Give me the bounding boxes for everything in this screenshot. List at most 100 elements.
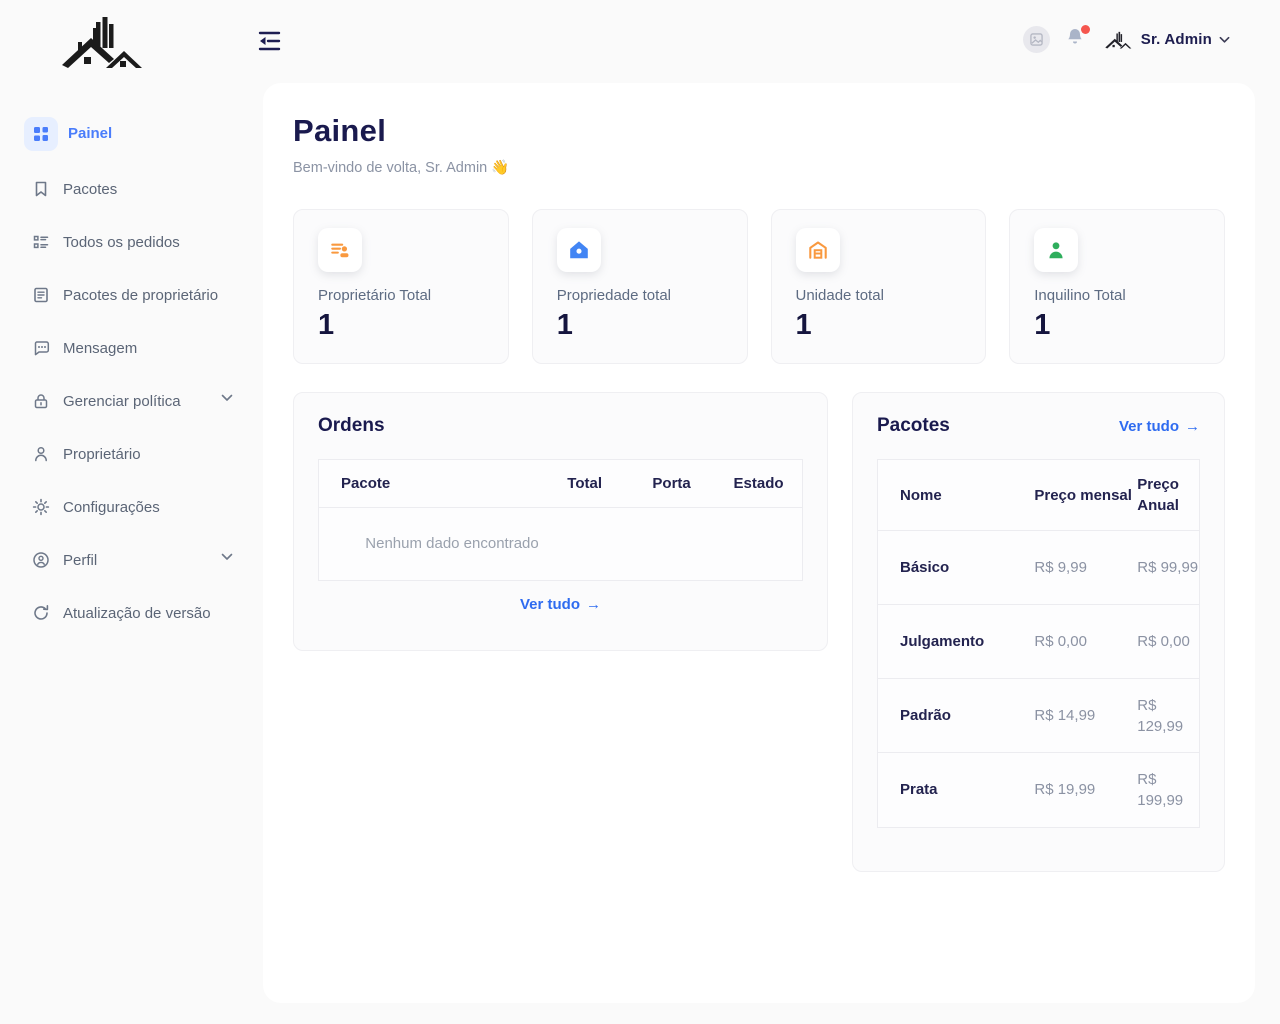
menu-fold-icon — [258, 31, 281, 51]
chevron-down-icon — [1219, 36, 1230, 43]
sidebar-item-label: Pacotes — [63, 181, 118, 198]
chat-icon — [32, 339, 50, 357]
orders-empty-text: Nenhum dado encontrado — [365, 535, 539, 553]
company-logo[interactable] — [58, 12, 150, 72]
orders-col-pacote: Pacote — [341, 475, 391, 492]
packages-table: Nome Preço mensal Preço Anual Básico R$ … — [878, 460, 1199, 827]
package-monthly-price: R$ 9,99 — [1034, 559, 1087, 576]
stat-card-propriedade-total: Propriedade total 1 — [531, 209, 748, 364]
sidebar-item-pacotes[interactable]: Pacotes — [24, 173, 242, 207]
orders-header-row: Pacote Total Porta Estado — [319, 460, 802, 508]
user-name: Sr. Admin — [1140, 31, 1212, 48]
avatar-placeholder[interactable] — [1022, 26, 1050, 53]
unit-building-icon — [808, 241, 827, 259]
packages-panel: Pacotes Ver tudo → Nome Preço mensal Preç… — [852, 392, 1225, 872]
orders-view-all-link[interactable]: Ver tudo → — [519, 595, 601, 613]
stat-card-inquilino-total: Inquilino Total 1 — [1009, 209, 1225, 364]
package-row: Básico R$ 9,99 R$ 99,99 — [878, 530, 1199, 605]
sidebar-item-configuracoes[interactable]: Configurações — [24, 491, 242, 525]
package-name: Julgamento — [900, 633, 985, 650]
sidebar-item-label: Perfil — [63, 552, 98, 569]
image-icon — [1030, 33, 1043, 46]
packages-view-all-link[interactable]: Ver tudo → — [1118, 417, 1200, 435]
panels-row: Ordens Pacote Total Porta Estado — [293, 392, 1225, 872]
stat-card-unidade-total: Unidade total 1 — [770, 209, 987, 364]
stats-row: Proprietário Total 1 Propriedade total 1 — [293, 209, 1225, 364]
stat-label: Unidade total — [795, 287, 884, 304]
arrow-right-icon: → — [1185, 417, 1200, 435]
stat-card-proprietario-total: Proprietário Total 1 — [293, 209, 509, 364]
stat-value: 1 — [556, 309, 573, 341]
stat-label: Proprietário Total — [318, 287, 432, 304]
sidebar-item-label: Painel — [68, 124, 113, 142]
package-name: Prata — [900, 781, 938, 799]
refresh-icon — [32, 604, 50, 622]
user-avatar-logo-icon — [1105, 31, 1132, 48]
stat-icon-tile — [1034, 228, 1079, 272]
stat-value: 1 — [1034, 309, 1051, 341]
package-row: Julgamento R$ 0,00 R$ 0,00 — [878, 604, 1199, 679]
lock-icon — [32, 392, 50, 410]
stat-value: 1 — [318, 309, 335, 341]
page-title: Painel — [293, 113, 387, 148]
tenant-icon — [1049, 242, 1063, 259]
packages-header-row: Nome Preço mensal Preço Anual — [878, 460, 1199, 531]
sidebar-item-label: Todos os pedidos — [63, 234, 180, 251]
document-icon — [32, 286, 50, 304]
user-icon — [32, 445, 50, 463]
packages-title: Pacotes — [877, 415, 950, 436]
house-logo-icon — [62, 17, 142, 68]
orders-col-estado: Estado — [733, 475, 784, 492]
package-annual-price: R$ 129,99 — [1137, 696, 1184, 735]
orders-col-total: Total — [567, 475, 602, 492]
sidebar-item-atualizacao-de-versao[interactable]: Atualização de versão — [24, 597, 242, 631]
house-icon — [569, 241, 588, 259]
sidebar-collapse-button[interactable] — [256, 28, 282, 54]
bookmark-icon — [32, 180, 50, 198]
sidebar-item-todos-os-pedidos[interactable]: Todos os pedidos — [24, 226, 242, 260]
orders-col-porta: Porta — [652, 475, 691, 492]
owner-list-icon — [331, 243, 349, 258]
dashboard-icon — [24, 117, 58, 151]
sidebar-item-gerenciar-politica[interactable]: Gerenciar política — [24, 385, 242, 419]
packages-col-nome: Nome — [900, 486, 942, 504]
stat-value: 1 — [795, 309, 812, 341]
package-row: Prata R$ 19,99 R$ 199,99 — [878, 752, 1199, 827]
sidebar-item-pacotes-de-proprietario[interactable]: Pacotes de proprietário — [24, 279, 242, 313]
sidebar-item-mensagem[interactable]: Mensagem — [24, 332, 242, 366]
packages-col-preco-mensal: Preço mensal — [1034, 486, 1132, 504]
package-monthly-price: R$ 19,99 — [1034, 781, 1096, 799]
stat-icon-tile — [795, 228, 840, 272]
stat-icon-tile — [318, 228, 362, 272]
sidebar-item-label: Proprietário — [63, 446, 141, 463]
sidebar-item-painel[interactable]: Painel — [24, 114, 242, 154]
sidebar-item-perfil[interactable]: Perfil — [24, 544, 242, 578]
notifications-button[interactable] — [1065, 24, 1090, 53]
welcome-message: Bem-vindo de volta, Sr. Admin 👋 — [293, 160, 510, 176]
orders-table-wrap: Pacote Total Porta Estado Nenhum dado en… — [318, 459, 803, 581]
package-annual-price: R$ 199,99 — [1137, 770, 1184, 809]
packages-col-preco-anual: Preço Anual — [1137, 476, 1179, 514]
sidebar-item-label: Mensagem — [63, 340, 138, 357]
order-list-icon — [32, 233, 50, 251]
arrow-right-icon: → — [586, 595, 601, 613]
stat-icon-tile — [556, 228, 601, 272]
package-annual-price: R$ 99,99 — [1137, 559, 1199, 576]
sidebar-item-proprietario[interactable]: Proprietário — [24, 438, 242, 472]
stat-label: Inquilino Total — [1034, 287, 1126, 304]
orders-table: Pacote Total Porta Estado Nenhum dado en… — [319, 460, 802, 580]
sidebar-item-label: Configurações — [63, 499, 160, 516]
header-actions: Sr. Admin — [1022, 24, 1230, 53]
sidebar-nav: Painel Pacotes — [24, 114, 242, 650]
user-menu[interactable]: Sr. Admin — [1104, 29, 1230, 51]
stat-label: Propriedade total — [556, 287, 671, 304]
orders-panel: Ordens Pacote Total Porta Estado — [293, 392, 828, 651]
gear-icon — [32, 498, 50, 516]
orders-title: Ordens — [318, 415, 385, 436]
bell-icon — [1067, 28, 1082, 43]
packages-table-wrap: Nome Preço mensal Preço Anual Básico R$ … — [877, 459, 1200, 828]
notification-badge — [1080, 24, 1090, 34]
sidebar-item-label: Pacotes de proprietário — [63, 287, 219, 304]
orders-empty-row: Nenhum dado encontrado — [319, 507, 802, 580]
